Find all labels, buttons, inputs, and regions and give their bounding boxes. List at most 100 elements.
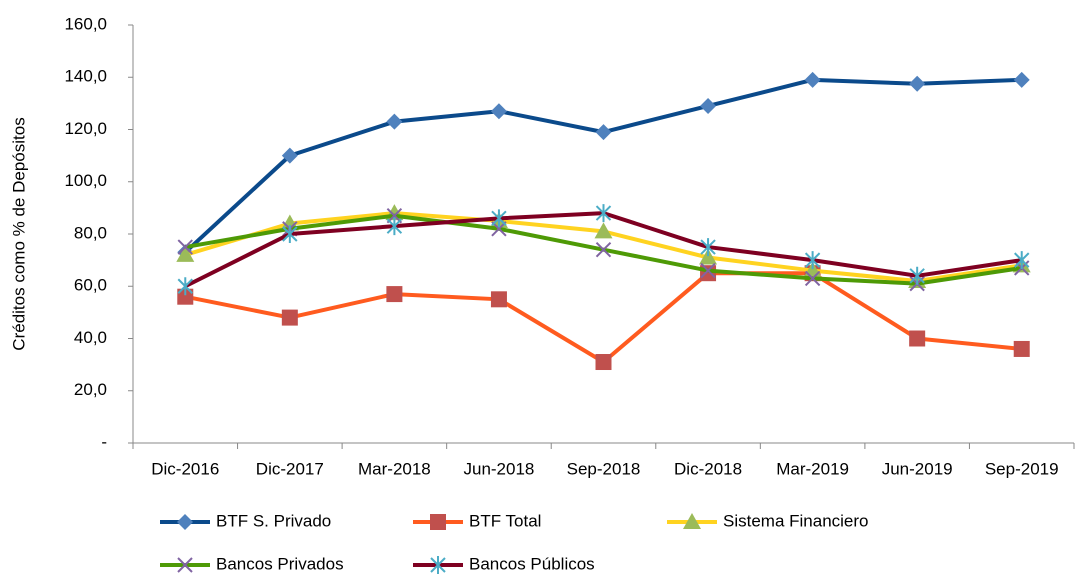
marker-shape <box>281 309 298 326</box>
marker-shape <box>909 330 926 347</box>
marker <box>909 75 926 92</box>
marker <box>700 97 717 114</box>
marker-shape <box>1013 340 1030 357</box>
marker <box>386 286 403 303</box>
marker-shape <box>177 557 193 573</box>
y-axis-label: Créditos como % de Depósitos <box>9 117 28 350</box>
marker-shape <box>282 225 298 243</box>
legend-label: Bancos Privados <box>216 554 344 573</box>
legend-item: BTF S. Privado <box>160 511 331 530</box>
marker-shape <box>491 209 507 228</box>
marker-shape <box>595 124 612 141</box>
legend-label: Sistema Financiero <box>723 511 869 530</box>
marker <box>491 209 507 228</box>
marker-shape <box>595 354 612 371</box>
marker-shape <box>595 241 612 258</box>
marker <box>177 514 193 530</box>
marker <box>386 217 403 236</box>
marker <box>595 204 612 223</box>
x-tick-label: Jun-2018 <box>463 459 534 478</box>
marker <box>281 147 298 164</box>
legend-label: BTF Total <box>469 511 541 530</box>
y-tick-label: 20,0 <box>74 380 107 399</box>
marker <box>177 557 193 573</box>
marker-shape <box>683 513 701 529</box>
marker-shape <box>177 514 193 530</box>
marker <box>1014 251 1030 270</box>
marker-shape <box>804 270 821 287</box>
marker <box>176 245 195 262</box>
marker-shape <box>1013 71 1030 88</box>
legend-item: Sistema Financiero <box>667 511 869 530</box>
marker-shape <box>700 262 716 279</box>
marker <box>282 225 298 243</box>
marker-shape <box>176 245 195 262</box>
marker-shape <box>386 286 403 303</box>
marker <box>595 124 612 141</box>
marker-shape <box>177 288 194 305</box>
marker <box>909 330 926 347</box>
legend-item: Bancos Públicos <box>413 554 595 574</box>
marker <box>700 238 716 257</box>
marker <box>683 513 701 529</box>
y-tick-label: 100,0 <box>64 171 107 190</box>
marker <box>490 103 507 120</box>
marker-shape <box>430 556 446 574</box>
y-tick-label: 140,0 <box>64 67 107 86</box>
marker <box>386 113 403 130</box>
y-tick-label: - <box>101 432 107 451</box>
marker <box>177 239 193 255</box>
marker-shape <box>490 291 507 308</box>
legend-label: BTF S. Privado <box>216 511 331 530</box>
marker-shape <box>1014 251 1030 270</box>
marker <box>594 222 613 239</box>
marker-shape <box>594 222 613 239</box>
marker-shape <box>490 103 507 120</box>
marker-shape <box>804 251 821 270</box>
legend-item: Bancos Privados <box>160 554 344 573</box>
marker <box>804 251 821 270</box>
marker <box>595 354 612 371</box>
marker-shape <box>430 514 446 530</box>
x-tick-label: Dic-2016 <box>151 459 219 478</box>
marker <box>699 248 718 265</box>
marker <box>804 270 821 287</box>
marker-shape <box>804 71 821 88</box>
marker <box>1013 71 1030 88</box>
y-tick-label: 80,0 <box>74 223 107 242</box>
marker-shape <box>595 204 612 223</box>
x-tick-label: Jun-2019 <box>882 459 953 478</box>
marker-shape <box>909 75 926 92</box>
marker <box>281 309 298 326</box>
x-tick-label: Dic-2018 <box>674 459 742 478</box>
y-tick-label: 160,0 <box>64 14 107 33</box>
marker <box>430 556 446 574</box>
marker-shape <box>700 97 717 114</box>
marker <box>1013 340 1030 357</box>
marker <box>909 266 925 285</box>
marker <box>490 291 507 308</box>
marker <box>177 288 194 305</box>
legend-label: Bancos Públicos <box>469 554 595 573</box>
x-tick-label: Sep-2019 <box>985 459 1059 478</box>
y-tick-label: 40,0 <box>74 328 107 347</box>
marker-shape <box>700 238 716 257</box>
y-tick-label: 120,0 <box>64 119 107 138</box>
marker <box>595 241 612 258</box>
marker-shape <box>177 239 193 255</box>
series-line <box>184 271 1022 365</box>
marker-shape <box>386 113 403 130</box>
marker-shape <box>386 217 403 236</box>
x-tick-label: Mar-2019 <box>776 459 849 478</box>
y-tick-label: 60,0 <box>74 276 107 295</box>
x-tick-label: Sep-2018 <box>567 459 641 478</box>
x-tick-label: Dic-2017 <box>256 459 324 478</box>
legend-item: BTF Total <box>413 511 541 530</box>
marker <box>804 71 821 88</box>
marker-shape <box>177 277 193 296</box>
x-tick-label: Mar-2018 <box>358 459 431 478</box>
marker-shape <box>909 266 925 285</box>
marker <box>430 514 446 530</box>
marker <box>177 277 193 296</box>
